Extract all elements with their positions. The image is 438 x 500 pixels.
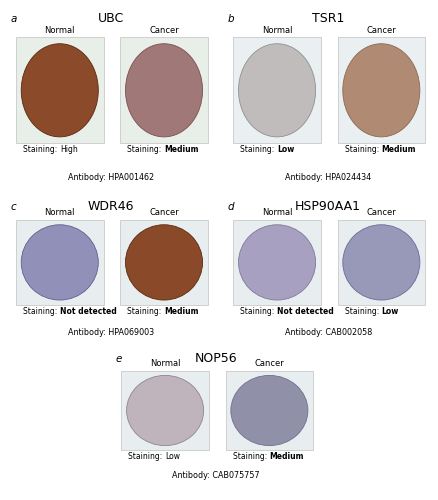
Text: Antibody: HPA069003: Antibody: HPA069003	[67, 328, 154, 337]
Text: Cancer: Cancer	[149, 208, 179, 217]
Text: Normal: Normal	[44, 26, 75, 35]
Text: HSP90AA1: HSP90AA1	[294, 200, 360, 213]
Text: Low: Low	[381, 307, 398, 316]
Text: Medium: Medium	[164, 307, 198, 316]
Text: a: a	[10, 14, 17, 24]
Text: Cancer: Cancer	[366, 208, 396, 217]
Text: b: b	[227, 14, 233, 24]
Text: Cancer: Cancer	[149, 26, 179, 35]
Text: Staining:: Staining:	[344, 307, 381, 316]
Text: Medium: Medium	[164, 145, 198, 154]
Text: TSR1: TSR1	[311, 12, 343, 26]
Text: c: c	[10, 202, 16, 211]
Text: Cancer: Cancer	[366, 26, 396, 35]
Text: Low: Low	[165, 452, 180, 462]
Text: e: e	[115, 354, 122, 364]
Text: Low: Low	[276, 145, 293, 154]
Text: UBC: UBC	[98, 12, 124, 26]
Text: Medium: Medium	[381, 145, 415, 154]
Text: Antibody: CAB075757: Antibody: CAB075757	[172, 471, 259, 480]
Text: Normal: Normal	[149, 359, 180, 368]
Text: Staining:: Staining:	[127, 307, 164, 316]
Text: Staining:: Staining:	[240, 307, 276, 316]
Text: Staining:: Staining:	[23, 307, 60, 316]
Text: Staining:: Staining:	[127, 145, 164, 154]
Text: Normal: Normal	[261, 208, 292, 217]
Text: Antibody: HPA024434: Antibody: HPA024434	[284, 174, 371, 182]
Text: Staining:: Staining:	[128, 452, 165, 462]
Text: d: d	[227, 202, 233, 211]
Text: Staining:: Staining:	[344, 145, 381, 154]
Text: WDR46: WDR46	[88, 200, 134, 213]
Text: Staining:: Staining:	[232, 452, 269, 462]
Text: Staining:: Staining:	[23, 145, 60, 154]
Text: Cancer: Cancer	[254, 359, 284, 368]
Text: High: High	[60, 145, 78, 154]
Text: Antibody: CAB002058: Antibody: CAB002058	[284, 328, 371, 337]
Text: NOP56: NOP56	[194, 352, 237, 366]
Text: Medium: Medium	[269, 452, 303, 462]
Text: Not detected: Not detected	[60, 307, 116, 316]
Text: Staining:: Staining:	[240, 145, 276, 154]
Text: Normal: Normal	[44, 208, 75, 217]
Text: Antibody: HPA001462: Antibody: HPA001462	[67, 174, 154, 182]
Text: Normal: Normal	[261, 26, 292, 35]
Text: Not detected: Not detected	[276, 307, 333, 316]
